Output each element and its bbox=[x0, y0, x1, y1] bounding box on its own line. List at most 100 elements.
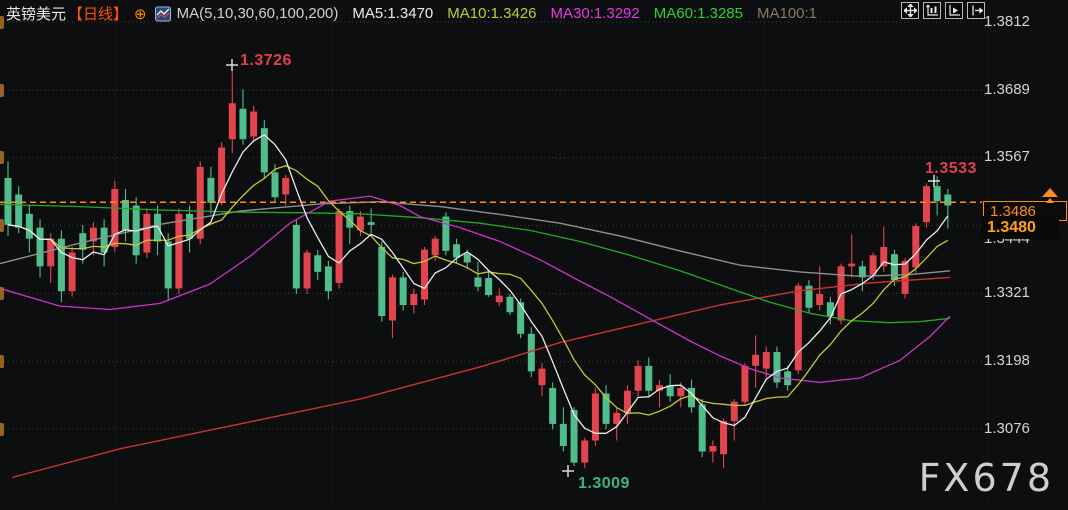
candle-body[interactable] bbox=[79, 233, 87, 250]
clipped-left-axis-label bbox=[0, 422, 4, 436]
candle-body[interactable] bbox=[218, 147, 226, 203]
candle-body[interactable] bbox=[730, 401, 738, 422]
candle-body[interactable] bbox=[474, 277, 482, 287]
candle-body[interactable] bbox=[773, 352, 781, 383]
candle-body[interactable] bbox=[698, 404, 706, 452]
candle-body[interactable] bbox=[378, 246, 386, 317]
candle-body[interactable] bbox=[47, 238, 55, 267]
candle-body[interactable] bbox=[271, 172, 279, 198]
candle-body[interactable] bbox=[282, 177, 290, 195]
candle-body[interactable] bbox=[720, 421, 728, 455]
clipped-left-axis-label bbox=[0, 16, 4, 29]
candle-body[interactable] bbox=[421, 249, 429, 300]
candle-body[interactable] bbox=[602, 393, 610, 424]
candle-body[interactable] bbox=[100, 227, 108, 253]
candle-body[interactable] bbox=[816, 293, 824, 306]
candle-body[interactable] bbox=[228, 103, 236, 140]
candle-body[interactable] bbox=[666, 385, 674, 397]
candle-body[interactable] bbox=[805, 285, 813, 308]
candle-body[interactable] bbox=[4, 177, 12, 225]
candle-body[interactable] bbox=[688, 387, 696, 408]
candle-body[interactable] bbox=[442, 216, 450, 251]
candle-body[interactable] bbox=[463, 253, 471, 263]
candle-body[interactable] bbox=[399, 277, 407, 306]
price-axis-label: 1.3076 bbox=[984, 419, 1030, 437]
candle-body[interactable] bbox=[944, 194, 952, 206]
candle-body[interactable] bbox=[25, 213, 33, 239]
crosshair-move-button[interactable] bbox=[901, 2, 919, 19]
candle-body[interactable] bbox=[303, 252, 311, 289]
candle-body[interactable] bbox=[752, 354, 760, 366]
candle-body[interactable] bbox=[869, 255, 877, 275]
candle-body[interactable] bbox=[207, 177, 215, 203]
candle-body[interactable] bbox=[634, 365, 642, 391]
candle-body[interactable] bbox=[495, 295, 503, 303]
candle-body[interactable] bbox=[250, 111, 258, 137]
price-axis-label: 1.3198 bbox=[984, 352, 1030, 370]
collapse-indicator-icon[interactable]: ⊕ bbox=[134, 5, 147, 23]
candle-body[interactable] bbox=[121, 200, 129, 231]
clipped-left-axis-label bbox=[0, 287, 4, 301]
candle-body[interactable] bbox=[912, 225, 920, 268]
candle-body[interactable] bbox=[324, 266, 332, 292]
candle-body[interactable] bbox=[538, 368, 546, 386]
candle-body[interactable] bbox=[741, 365, 749, 402]
candle-body[interactable] bbox=[858, 266, 866, 278]
pan-right-button[interactable] bbox=[967, 2, 985, 19]
candle-body[interactable] bbox=[260, 128, 268, 173]
candle-body[interactable] bbox=[922, 186, 930, 223]
candle-body[interactable] bbox=[335, 211, 343, 283]
candle-body[interactable] bbox=[143, 213, 151, 253]
candle-body[interactable] bbox=[164, 241, 172, 289]
candle-body[interactable] bbox=[677, 387, 685, 397]
candle-body[interactable] bbox=[388, 277, 396, 321]
candle-body[interactable] bbox=[239, 108, 247, 140]
candle-body[interactable] bbox=[111, 188, 119, 247]
candle-body[interactable] bbox=[570, 410, 578, 463]
price-axis-label: 1.3321 bbox=[984, 284, 1030, 302]
candle-body[interactable] bbox=[613, 412, 621, 424]
candle-body[interactable] bbox=[314, 255, 322, 272]
scale-play-button[interactable] bbox=[945, 2, 963, 19]
candle-body[interactable] bbox=[89, 227, 97, 242]
candle-body[interactable] bbox=[356, 216, 364, 231]
candle-body[interactable] bbox=[517, 302, 525, 334]
candle-body[interactable] bbox=[933, 186, 941, 202]
candle-body[interactable] bbox=[367, 222, 375, 225]
candle-body[interactable] bbox=[175, 213, 183, 289]
candle-body[interactable] bbox=[186, 213, 194, 239]
candle-body[interactable] bbox=[410, 293, 418, 306]
candle-body[interactable] bbox=[485, 277, 493, 296]
candle-body[interactable] bbox=[154, 213, 162, 242]
candle-body[interactable] bbox=[453, 244, 461, 258]
candle-body[interactable] bbox=[794, 285, 802, 371]
candle-body[interactable] bbox=[506, 296, 514, 313]
candlestick-chart-icon[interactable] bbox=[154, 6, 171, 22]
candle-body[interactable] bbox=[292, 224, 300, 289]
candle-body[interactable] bbox=[591, 393, 599, 441]
candle-body[interactable] bbox=[559, 423, 567, 446]
ma-settings-label[interactable]: MA(5,10,30,60,100,200) bbox=[176, 5, 339, 22]
candle-body[interactable] bbox=[527, 333, 535, 372]
ma-line-ma30 bbox=[0, 195, 951, 384]
candle-body[interactable] bbox=[15, 194, 23, 228]
period-label[interactable]: 【日线】 bbox=[68, 6, 129, 23]
candle-body[interactable] bbox=[762, 352, 770, 369]
candle-body[interactable] bbox=[709, 445, 717, 452]
candle-body[interactable] bbox=[36, 227, 44, 267]
candle-body[interactable] bbox=[880, 246, 888, 267]
candle-body[interactable] bbox=[848, 263, 856, 267]
candle-body[interactable] bbox=[549, 387, 557, 424]
candle-body[interactable] bbox=[57, 238, 65, 292]
auto-scale-button[interactable] bbox=[923, 2, 941, 19]
candle-body[interactable] bbox=[655, 385, 663, 391]
candle-body[interactable] bbox=[826, 302, 834, 317]
candle-body[interactable] bbox=[581, 440, 589, 463]
ma-value-label: MA30:1.3292 bbox=[550, 5, 640, 22]
candle-body[interactable] bbox=[645, 365, 653, 391]
candle-body[interactable] bbox=[623, 390, 631, 413]
candle-body[interactable] bbox=[890, 254, 898, 281]
candle-body[interactable] bbox=[431, 238, 439, 256]
candle-body[interactable] bbox=[68, 252, 76, 292]
